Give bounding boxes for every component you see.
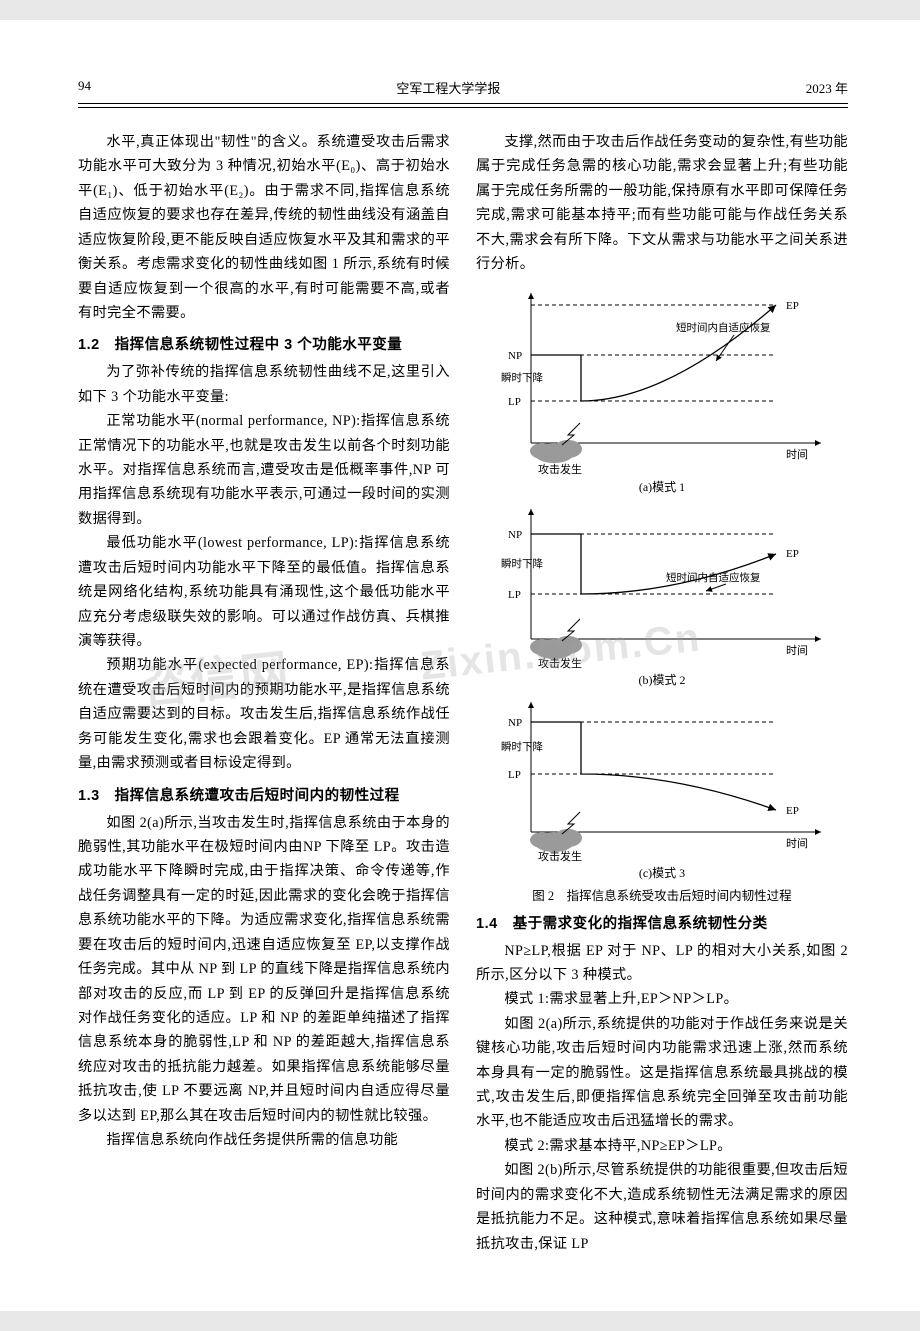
figure-2c-caption: (c)模式 3 xyxy=(476,864,848,881)
section-heading: 1.4 基于需求变化的指挥信息系统韧性分类 xyxy=(476,912,848,933)
label-np: NP xyxy=(508,350,522,362)
year: 2023 年 xyxy=(806,78,848,97)
label-lp: LP xyxy=(508,396,521,408)
running-header: 94 空军工程大学学报 2023 年 xyxy=(78,78,848,104)
body-paragraph: NP≥LP,根据 EP 对于 NP、LP 的相对大小关系,如图 2 所示,区分以… xyxy=(476,939,848,988)
label-time: 时间 xyxy=(786,448,808,461)
body-paragraph: 指挥信息系统向作战任务提供所需的信息功能 xyxy=(78,1128,450,1152)
page: 94 空军工程大学学报 2023 年 水平,真正体现出"韧性"的含义。系统遭受攻… xyxy=(0,20,920,1311)
page-number: 94 xyxy=(78,78,91,97)
body-paragraph: 如图 2(b)所示,尽管系统提供的功能很重要,但攻击后短时间内的需求变化不大,造… xyxy=(476,1158,848,1256)
body-paragraph: 如图 2(a)所示,系统提供的功能对于作战任务来说是关键核心功能,攻击后短时间内… xyxy=(476,1012,848,1134)
right-column: 支撑,然而由于攻击后作战任务变动的复杂性,有些功能属于完成任务急需的核心功能,需… xyxy=(476,130,848,1256)
label-ep: EP xyxy=(786,805,799,817)
label-drop: 瞬时下降 xyxy=(501,740,543,753)
section-heading: 1.2 指挥信息系统韧性过程中 3 个功能水平变量 xyxy=(78,333,450,354)
figure-2c-svg: NP LP EP 瞬时下降 攻击发生 时间 xyxy=(476,692,836,864)
label-np: NP xyxy=(508,717,522,729)
label-lp: LP xyxy=(508,589,521,601)
label-recover: 短时间内自适应恢复 xyxy=(666,571,761,584)
label-attack: 攻击发生 xyxy=(538,462,582,476)
body-paragraph: 正常功能水平(normal performance, NP):指挥信息系统正常情… xyxy=(78,409,450,531)
label-lp: LP xyxy=(508,769,521,781)
body-paragraph: 支撑,然而由于攻击后作战任务变动的复杂性,有些功能属于完成任务急需的核心功能,需… xyxy=(476,130,848,277)
section-heading: 1.3 指挥信息系统遭攻击后短时间内的韧性过程 xyxy=(78,784,450,805)
figure-2-caption: 图 2 指挥信息系统受攻击后短时间内韧性过程 xyxy=(476,885,848,904)
figure-2a-caption: (a)模式 1 xyxy=(476,478,848,495)
body-paragraph: 预期功能水平(expected performance, EP):指挥信息系统在… xyxy=(78,653,450,775)
body-paragraph: 水平,真正体现出"韧性"的含义。系统遭受攻击后需求功能水平可大致分为 3 种情况… xyxy=(78,130,450,325)
label-ep: EP xyxy=(786,548,799,560)
body-paragraph: 如图 2(a)所示,当攻击发生时,指挥信息系统由于本身的脆弱性,其功能水平在极短… xyxy=(78,811,450,1128)
figure-2a-svg: EP NP LP 瞬时下降 短时间内自适应恢复 xyxy=(476,283,836,478)
label-np: NP xyxy=(508,529,522,541)
body-paragraph: 最低功能水平(lowest performance, LP):指挥信息系统遭攻击… xyxy=(78,531,450,653)
label-attack: 攻击发生 xyxy=(538,656,582,670)
left-column: 水平,真正体现出"韧性"的含义。系统遭受攻击后需求功能水平可大致分为 3 种情况… xyxy=(78,130,450,1256)
figure-2b-svg: NP EP LP 瞬时下降 短时间内自适应恢复 攻击发生 xyxy=(476,499,836,671)
label-drop: 瞬时下降 xyxy=(501,557,543,570)
figure-2b-caption: (b)模式 2 xyxy=(476,671,848,688)
header-rule xyxy=(78,107,848,108)
body-paragraph: 模式 2:需求基本持平,NP≥EP＞LP。 xyxy=(476,1134,848,1158)
label-recover: 短时间内自适应恢复 xyxy=(676,321,771,334)
label-ep: EP xyxy=(786,300,799,312)
body-paragraph: 为了弥补传统的指挥信息系统韧性曲线不足,这里引入如下 3 个功能水平变量: xyxy=(78,360,450,409)
body-paragraph: 模式 1:需求显著上升,EP＞NP＞LP。 xyxy=(476,987,848,1011)
label-time: 时间 xyxy=(786,837,808,850)
label-attack: 攻击发生 xyxy=(538,849,582,863)
journal-title: 空军工程大学学报 xyxy=(396,78,500,97)
label-time: 时间 xyxy=(786,644,808,657)
figure-2: EP NP LP 瞬时下降 短时间内自适应恢复 xyxy=(476,283,848,904)
label-drop: 瞬时下降 xyxy=(501,371,543,384)
two-column-layout: 水平,真正体现出"韧性"的含义。系统遭受攻击后需求功能水平可大致分为 3 种情况… xyxy=(78,130,848,1256)
